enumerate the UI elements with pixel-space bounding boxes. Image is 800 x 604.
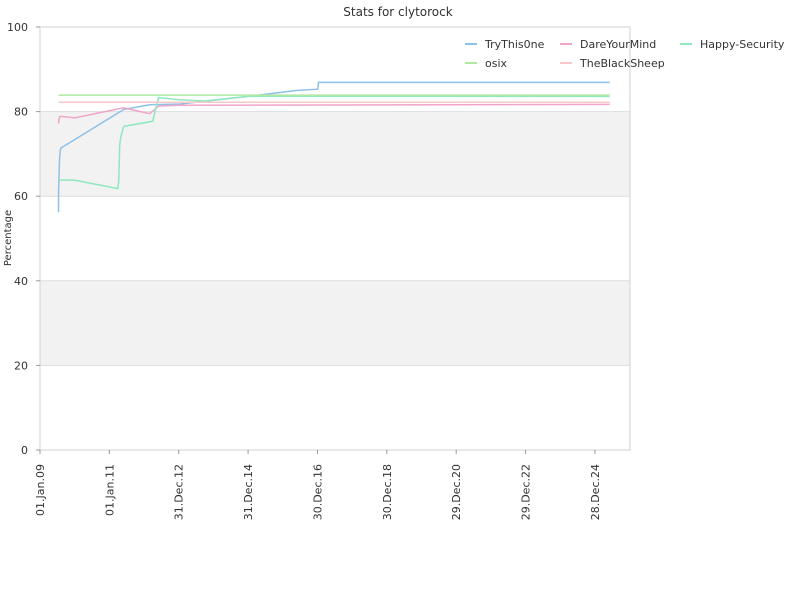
y-tick-label: 100 bbox=[7, 21, 28, 34]
background-bands bbox=[40, 27, 630, 450]
x-tick-labels: 01.Jan.09 01.Jan.11 31.Dec.12 31.Dec.14 30.D… bbox=[34, 450, 602, 520]
series-lines bbox=[57, 81, 610, 213]
series-line-trythis0ne bbox=[57, 81, 610, 213]
legend: TryThis0ne DareYourMind Happy-Security osix… bbox=[465, 38, 785, 70]
x-tick-label: 01.Jan.09 bbox=[34, 464, 47, 516]
y-axis-label: Percentage bbox=[3, 210, 14, 266]
y-tick-label: 0 bbox=[21, 444, 28, 457]
y-tick-labels: 0 20 40 60 80 100 bbox=[7, 21, 40, 457]
legend-label: Happy-Security bbox=[700, 38, 785, 51]
plot-frame bbox=[39, 26, 631, 451]
grid-band bbox=[40, 280, 630, 366]
x-tick-label: 31.Dec.12 bbox=[173, 464, 186, 520]
legend-label: DareYourMind bbox=[580, 38, 656, 51]
x-tick-label: 31.Dec.14 bbox=[242, 464, 255, 520]
y-tick-label: 40 bbox=[14, 275, 28, 288]
legend-label: TheBlackSheep bbox=[579, 57, 665, 70]
y-tick-label: 80 bbox=[14, 106, 28, 119]
grid-band bbox=[40, 27, 630, 112]
series-line-happy-security bbox=[58, 95, 610, 190]
x-tick-label: 29.Dec.20 bbox=[450, 464, 463, 520]
x-tick-label: 30.Dec.16 bbox=[311, 464, 324, 520]
axes bbox=[39, 26, 631, 451]
grid-band bbox=[40, 365, 630, 450]
x-tick-label: 30.Dec.18 bbox=[381, 464, 394, 520]
x-tick-label: 29.Dec.22 bbox=[520, 464, 533, 520]
chart-title: Stats for clytorock bbox=[343, 5, 452, 19]
grid-band bbox=[40, 196, 630, 281]
y-tick-label: 60 bbox=[14, 190, 28, 203]
x-tick-label: 28.Dec.24 bbox=[589, 464, 602, 520]
y-tick-label: 20 bbox=[14, 359, 28, 372]
series-line-dareyourmind bbox=[57, 103, 610, 124]
legend-label: osix bbox=[485, 57, 508, 70]
grid-band bbox=[40, 111, 630, 197]
x-tick-label: 01.Jan.11 bbox=[103, 464, 116, 516]
legend-label: TryThis0ne bbox=[484, 38, 545, 51]
